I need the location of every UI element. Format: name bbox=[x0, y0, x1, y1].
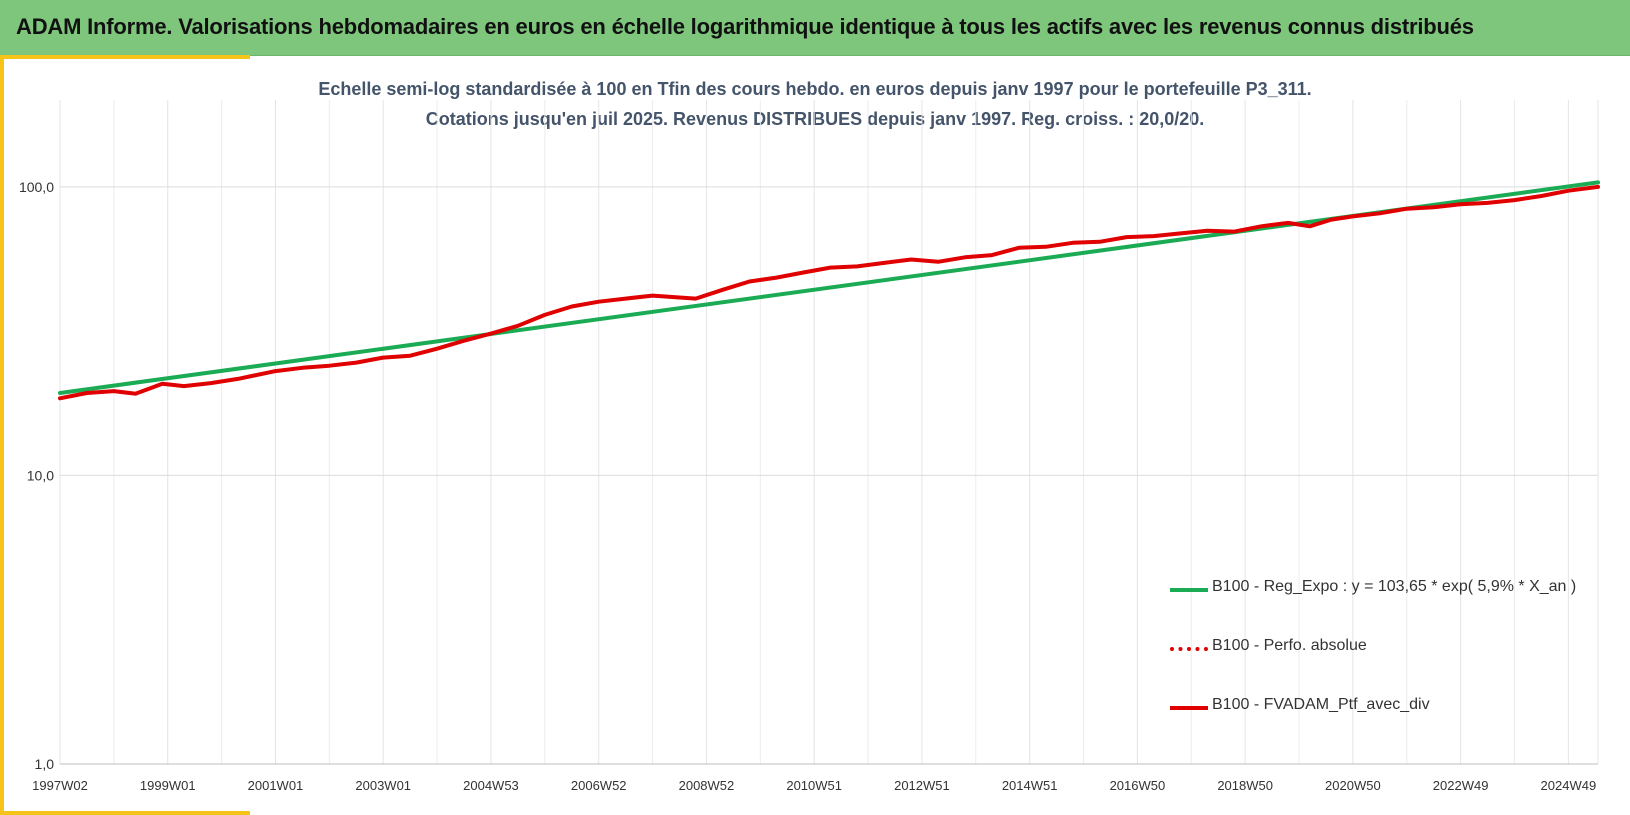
x-tick-label: 2014W51 bbox=[1002, 778, 1058, 793]
x-tick-label: 2024W49 bbox=[1541, 778, 1597, 793]
header-bar: ADAM Informe. Valorisations hebdomadaire… bbox=[0, 0, 1630, 56]
series-line bbox=[58, 184, 1600, 401]
y-tick-label: 1,0 bbox=[35, 756, 55, 772]
legend-swatch bbox=[1170, 647, 1208, 651]
legend-swatch bbox=[1170, 588, 1208, 592]
x-tick-label: 1997W02 bbox=[32, 778, 88, 793]
legend-label: B100 - Reg_Expo : y = 103,65 * exp( 5,9%… bbox=[1212, 578, 1577, 595]
accent-bar-bottom bbox=[0, 811, 250, 815]
x-tick-label: 2012W51 bbox=[894, 778, 950, 793]
chart-legend: B100 - Reg_Expo : y = 103,65 * exp( 5,9%… bbox=[1170, 578, 1610, 755]
legend-item: B100 - FVADAM_Ptf_avec_div bbox=[1170, 696, 1610, 755]
x-tick-label: 2006W52 bbox=[571, 778, 627, 793]
x-tick-label: 2018W50 bbox=[1217, 778, 1273, 793]
x-tick-label: 2016W50 bbox=[1110, 778, 1166, 793]
x-tick-label: 2022W49 bbox=[1433, 778, 1489, 793]
x-tick-label: 2004W53 bbox=[463, 778, 519, 793]
chart-subtitle: Cotations jusqu'en juil 2025. Revenus DI… bbox=[425, 109, 1205, 129]
chart-title: Echelle semi-log standardisée à 100 en T… bbox=[318, 79, 1312, 99]
x-tick-label: 2001W01 bbox=[248, 778, 304, 793]
legend-item: B100 - Reg_Expo : y = 103,65 * exp( 5,9%… bbox=[1170, 578, 1610, 637]
legend-swatch bbox=[1170, 706, 1208, 710]
x-tick-label: 2020W50 bbox=[1325, 778, 1381, 793]
x-tick-label: 2010W51 bbox=[786, 778, 842, 793]
y-tick-label: 10,0 bbox=[27, 467, 54, 483]
legend-label: B100 - Perfo. absolue bbox=[1212, 637, 1367, 654]
legend-item: B100 - Perfo. absolue bbox=[1170, 637, 1610, 696]
x-tick-label: 2003W01 bbox=[355, 778, 411, 793]
page-title: ADAM Informe. Valorisations hebdomadaire… bbox=[16, 14, 1474, 39]
accent-bar-left bbox=[0, 55, 4, 815]
x-tick-label: 2008W52 bbox=[679, 778, 735, 793]
accent-bar-top bbox=[0, 55, 250, 59]
legend-label: B100 - FVADAM_Ptf_avec_div bbox=[1212, 696, 1430, 713]
y-tick-label: 100,0 bbox=[19, 179, 54, 195]
x-tick-label: 1999W01 bbox=[140, 778, 196, 793]
